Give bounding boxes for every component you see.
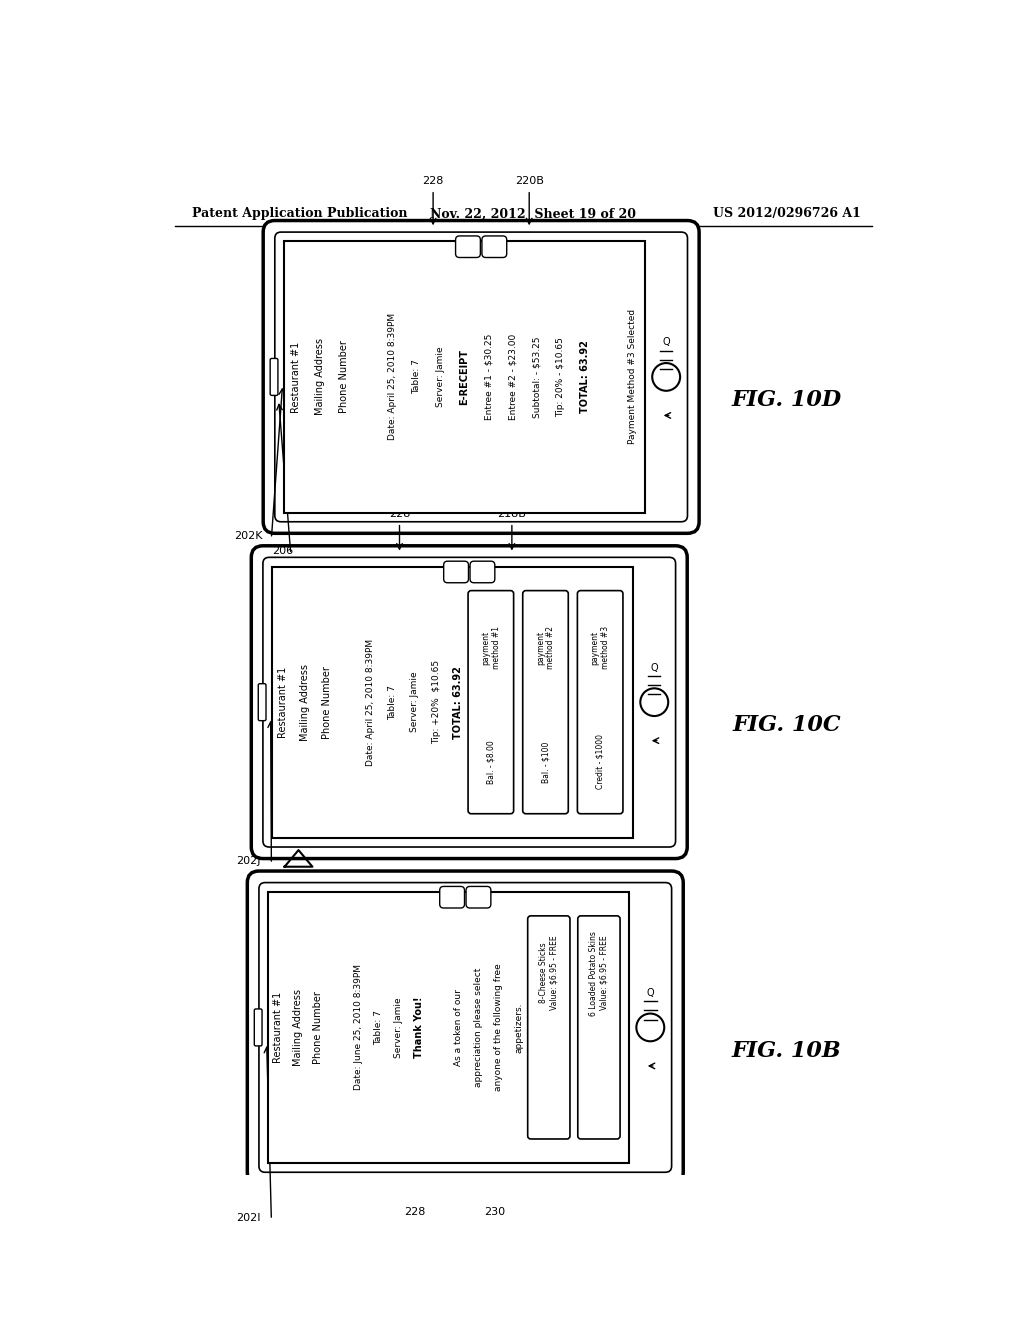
Text: 202K: 202K [233,531,262,541]
Text: 8-Cheese Sticks
Value: $6.95 - FREE: 8-Cheese Sticks Value: $6.95 - FREE [539,936,558,1011]
Text: payment
method #2: payment method #2 [536,627,555,669]
Text: Q: Q [650,663,658,672]
Text: Server: Jamie: Server: Jamie [436,347,445,408]
Text: Bal. - $100: Bal. - $100 [541,741,550,783]
Text: 6 Loaded Potato Skins
Value: $6.95 - FREE: 6 Loaded Potato Skins Value: $6.95 - FRE… [589,931,608,1015]
Text: Date: April 25, 2010 8:39PM: Date: April 25, 2010 8:39PM [367,639,375,766]
Text: Table: 7: Table: 7 [388,685,397,719]
Text: Tip: 20% - $10.65: Tip: 20% - $10.65 [556,337,565,417]
FancyBboxPatch shape [466,887,490,908]
Text: Phone Number: Phone Number [322,665,332,739]
FancyBboxPatch shape [251,545,687,858]
Text: Table: 7: Table: 7 [374,1010,383,1045]
Text: 206: 206 [272,546,294,556]
Text: 202J: 202J [236,855,260,866]
Text: FIG. 10C: FIG. 10C [732,714,841,737]
Text: 230: 230 [484,1206,505,1217]
FancyBboxPatch shape [527,916,570,1139]
Text: anyone of the following free: anyone of the following free [495,964,503,1092]
Text: Q: Q [646,987,654,998]
Text: Thank You!: Thank You! [414,997,424,1059]
Text: Server: Jamie: Server: Jamie [410,672,419,733]
FancyBboxPatch shape [468,590,514,813]
Text: 220B: 220B [515,176,544,186]
Text: Date: June 25, 2010 8:39PM: Date: June 25, 2010 8:39PM [354,965,362,1090]
Circle shape [636,1014,665,1041]
FancyBboxPatch shape [443,561,468,582]
Text: Restaurant #1: Restaurant #1 [279,667,288,738]
Text: Date: April 25, 2010 8:39PM: Date: April 25, 2010 8:39PM [388,313,397,441]
Circle shape [652,363,680,391]
Text: US 2012/0296726 A1: US 2012/0296726 A1 [713,207,861,220]
Text: FIG. 10D: FIG. 10D [732,389,842,411]
Text: Phone Number: Phone Number [313,991,324,1064]
Text: payment
method #3: payment method #3 [591,627,610,669]
FancyBboxPatch shape [482,236,507,257]
Text: appetizers.: appetizers. [514,1002,523,1052]
Text: Credit - $1000: Credit - $1000 [596,734,604,789]
FancyBboxPatch shape [470,561,495,582]
Text: FIG. 10B: FIG. 10B [732,1040,842,1061]
Text: Entree #2 - $23.00: Entree #2 - $23.00 [508,334,517,420]
Text: As a token of our: As a token of our [454,989,463,1065]
Text: Phone Number: Phone Number [339,341,349,413]
Text: Entree #1 - $30.25: Entree #1 - $30.25 [484,334,493,420]
Text: Restaurant #1: Restaurant #1 [291,342,301,413]
FancyBboxPatch shape [456,236,480,257]
FancyBboxPatch shape [522,590,568,813]
Text: Mailing Address: Mailing Address [315,338,326,416]
Text: payment
method #1: payment method #1 [481,627,501,669]
FancyBboxPatch shape [268,892,629,1163]
FancyBboxPatch shape [263,557,676,847]
FancyBboxPatch shape [259,883,672,1172]
Text: TOTAL: 63.92: TOTAL: 63.92 [580,341,590,413]
Circle shape [640,688,669,715]
Text: 228: 228 [389,508,411,519]
FancyBboxPatch shape [263,220,699,533]
Text: 228: 228 [423,176,443,186]
Text: Tip: +20%  $10.65: Tip: +20% $10.65 [432,660,440,744]
FancyBboxPatch shape [284,242,645,512]
Text: Patent Application Publication: Patent Application Publication [191,207,408,220]
FancyBboxPatch shape [258,684,266,721]
Text: TOTAL: 63.92: TOTAL: 63.92 [453,665,463,739]
FancyBboxPatch shape [578,916,621,1139]
Text: Q: Q [663,338,670,347]
FancyBboxPatch shape [578,590,623,813]
Text: 218B: 218B [498,508,526,519]
Text: Restaurant #1: Restaurant #1 [273,991,284,1063]
FancyBboxPatch shape [254,1008,262,1045]
Text: 228: 228 [404,1206,426,1217]
Text: E-RECEIPT: E-RECEIPT [460,348,469,405]
Text: Table: 7: Table: 7 [412,359,421,395]
FancyBboxPatch shape [274,232,687,521]
Text: Bal. - $8.00: Bal. - $8.00 [486,741,496,784]
Text: appreciation please select: appreciation please select [474,968,483,1088]
Text: Nov. 22, 2012  Sheet 19 of 20: Nov. 22, 2012 Sheet 19 of 20 [430,207,636,220]
Text: Mailing Address: Mailing Address [300,664,310,741]
Text: Mailing Address: Mailing Address [293,989,303,1067]
Text: Payment Method #3 Selected: Payment Method #3 Selected [629,309,637,445]
Text: 202I: 202I [236,1213,260,1224]
FancyBboxPatch shape [272,566,633,838]
FancyBboxPatch shape [248,871,683,1184]
FancyBboxPatch shape [439,887,465,908]
Text: Subtotal: - $53.25: Subtotal: - $53.25 [532,337,541,417]
Text: Server: Jamie: Server: Jamie [394,997,403,1057]
FancyBboxPatch shape [270,359,278,396]
